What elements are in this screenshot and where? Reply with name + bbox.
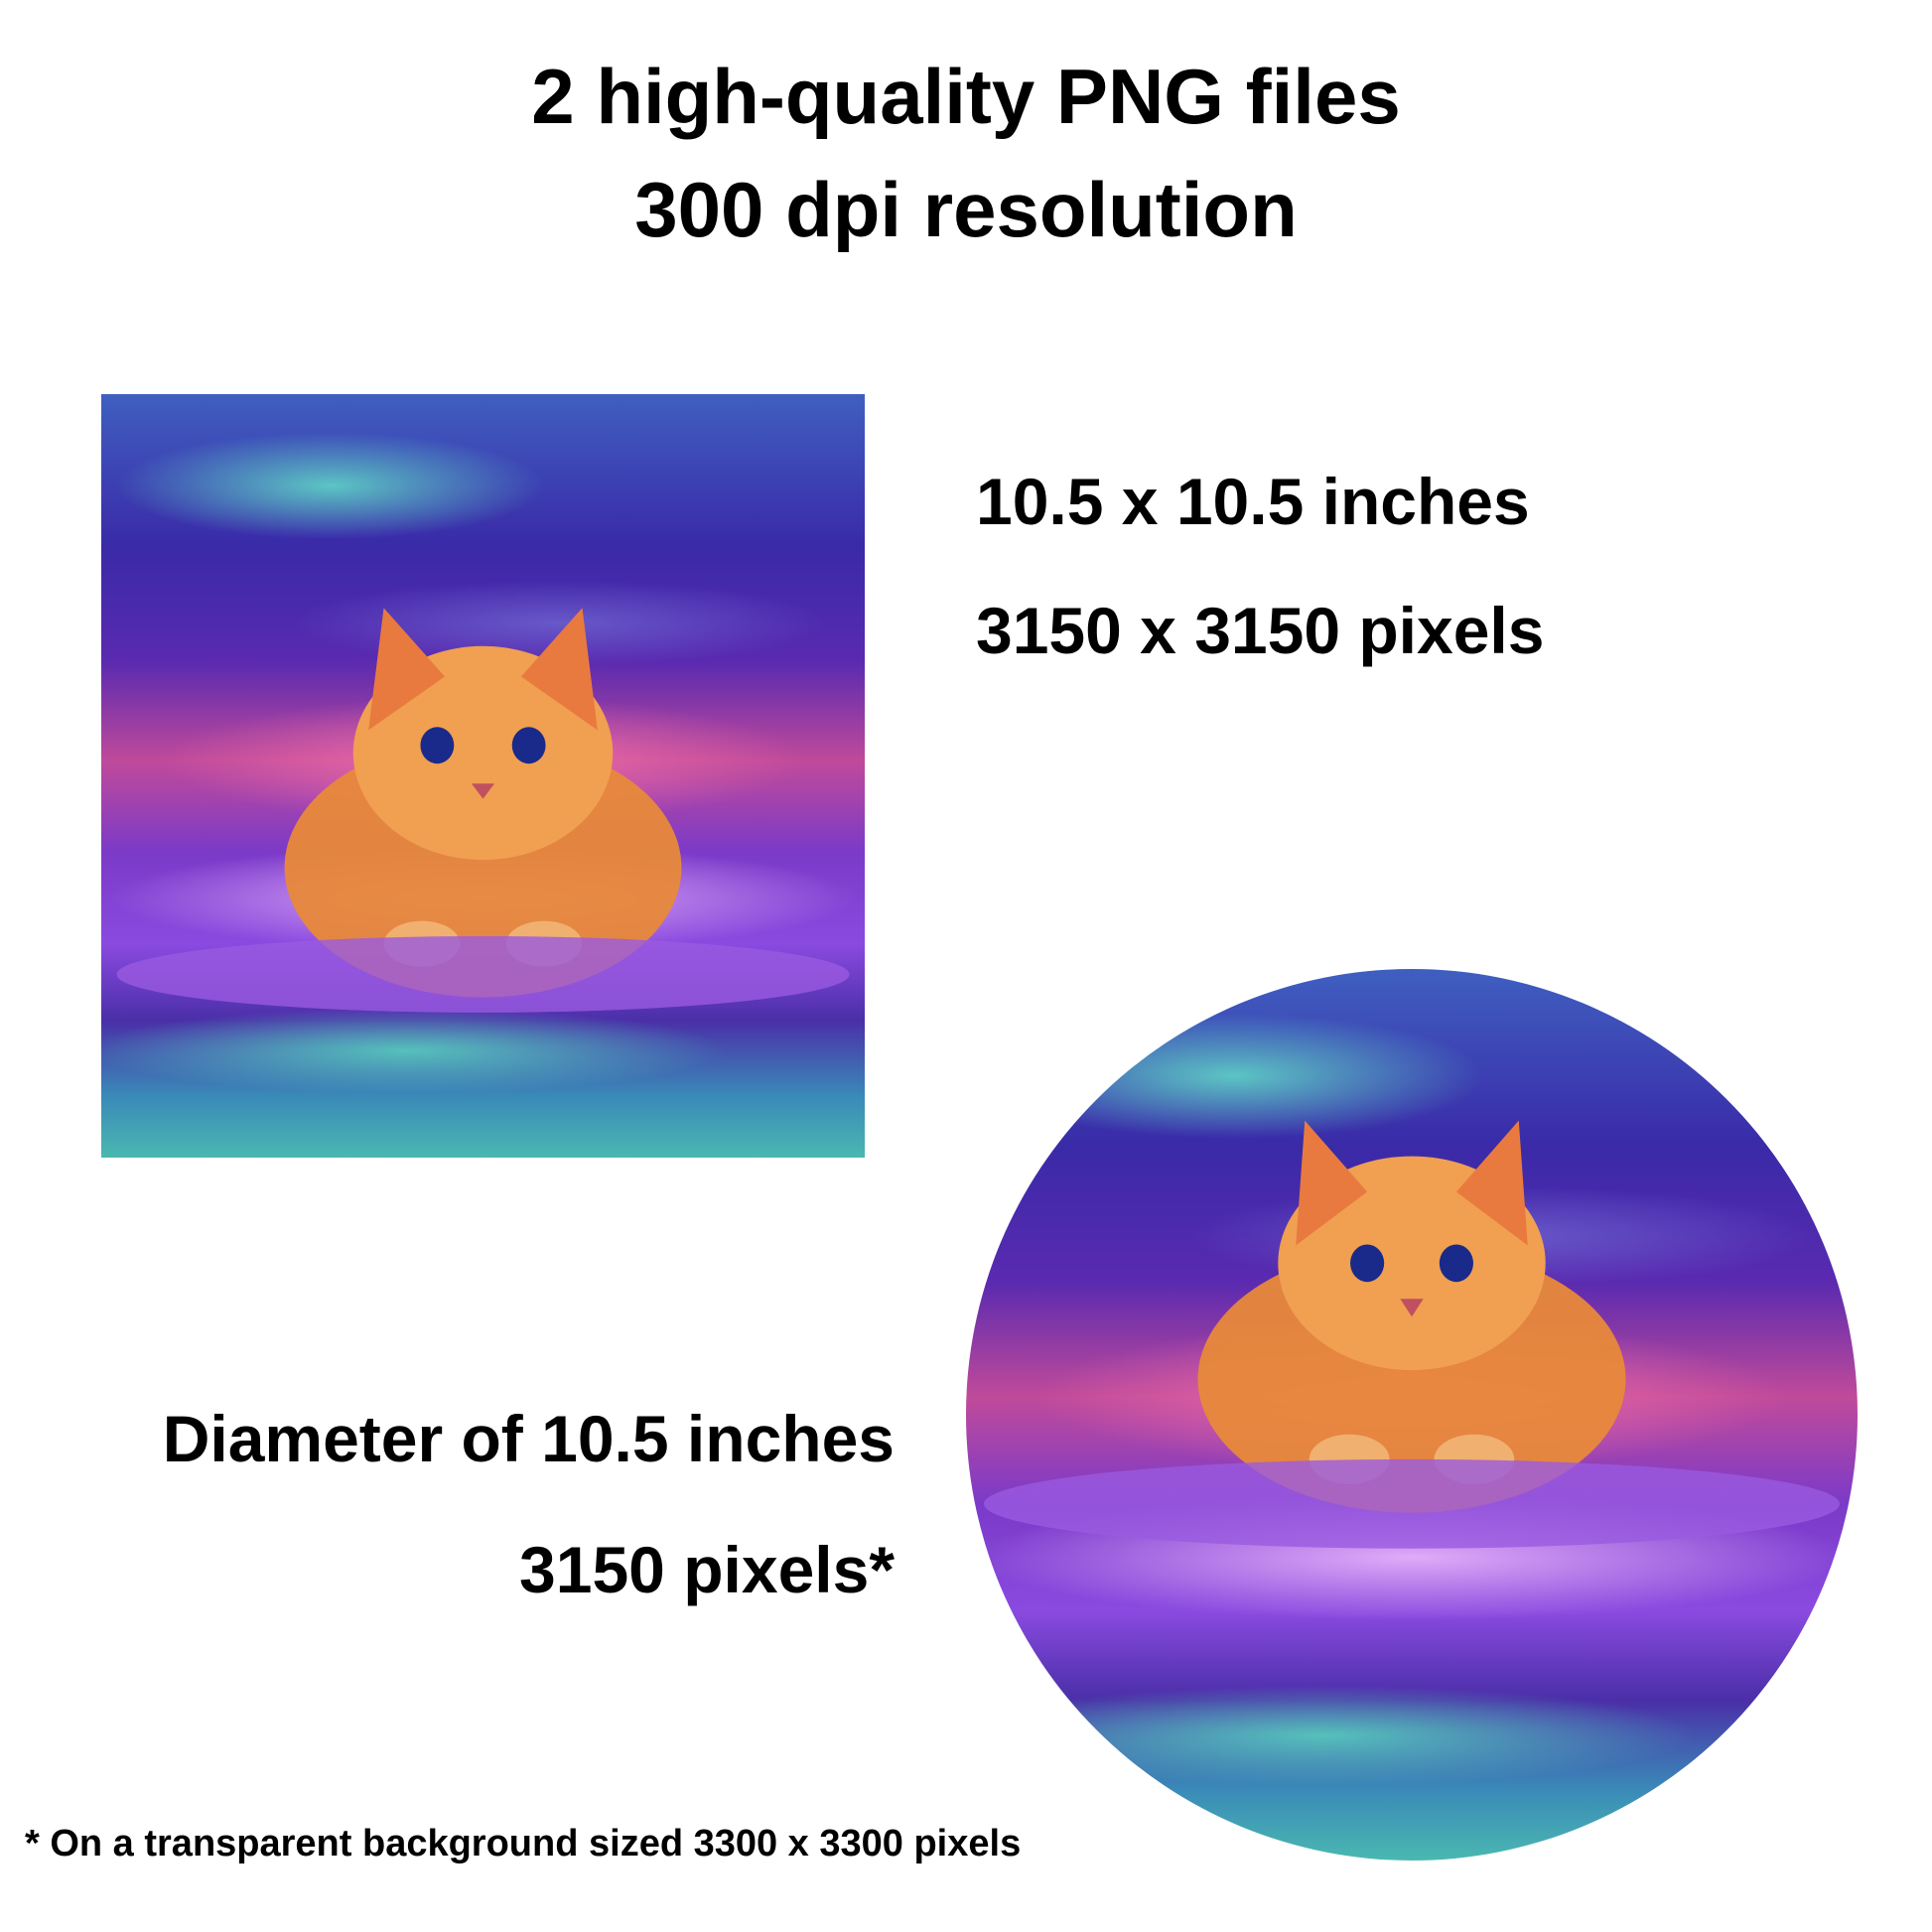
- round-pixels: 3150 pixels*: [519, 1533, 895, 1606]
- kitten-illustration: [966, 969, 1858, 1861]
- kitten-illustration: [116, 608, 850, 1013]
- footnote: * On a transparent background sized 3300…: [25, 1823, 1022, 1864]
- headline-resolution: 300 dpi resolution: [634, 166, 1298, 253]
- round-kitten-image: [966, 969, 1858, 1861]
- square-kitten-image: [101, 394, 865, 1158]
- headline-file-count: 2 high-quality PNG files: [531, 53, 1401, 140]
- square-size-inches: 10.5 x 10.5 inches: [976, 465, 1530, 538]
- round-diameter: Diameter of 10.5 inches: [162, 1402, 895, 1475]
- square-size-pixels: 3150 x 3150 pixels: [976, 594, 1545, 667]
